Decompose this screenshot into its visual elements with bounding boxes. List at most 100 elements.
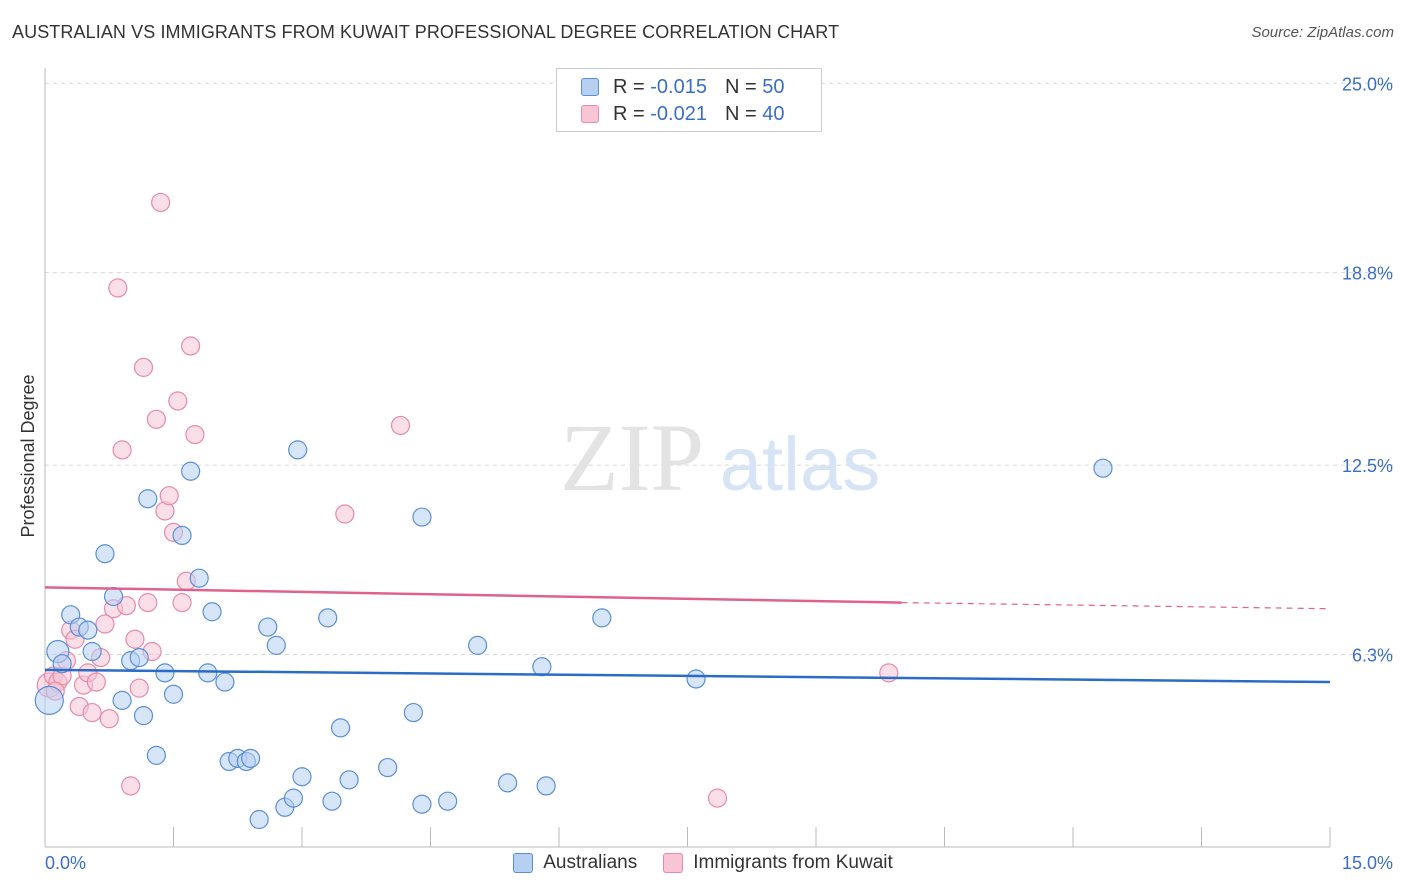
australian-point xyxy=(339,770,359,790)
australian-point xyxy=(378,757,398,778)
australian-point xyxy=(78,620,98,640)
chart-title: AUSTRALIAN VS IMMIGRANTS FROM KUWAIT PRO… xyxy=(12,22,840,42)
kuwait-point xyxy=(108,278,128,298)
kuwait-point xyxy=(390,415,411,436)
kuwait-point xyxy=(159,486,179,506)
australian-point xyxy=(592,608,612,628)
legend-row-australians: R = -0.015 N = 50 xyxy=(581,75,784,99)
kuwait-point xyxy=(129,678,149,698)
kuwait-point xyxy=(707,788,728,808)
kuwait-trend-extension xyxy=(901,602,1331,610)
kuwait-point xyxy=(172,593,192,613)
australian-point xyxy=(249,809,269,830)
kuwait-trend-line xyxy=(44,586,902,604)
australian-point xyxy=(468,635,488,655)
kuwait-point xyxy=(138,593,158,613)
kuwait-point xyxy=(82,702,102,723)
australian-point xyxy=(403,702,423,723)
kuwait-point xyxy=(879,663,899,683)
australian-point xyxy=(52,654,72,674)
australian-point xyxy=(241,748,261,769)
australian-point xyxy=(112,690,132,710)
australian-point xyxy=(189,568,209,588)
y-axis-label: Professional Degree xyxy=(18,374,38,537)
australian-point xyxy=(95,544,115,564)
australian-point xyxy=(330,718,351,738)
kuwait-point xyxy=(146,409,166,429)
legend-n-value: 40 xyxy=(762,102,785,125)
correlation-legend: R = -0.015 N = 50 R = -0.021 N = 40 xyxy=(556,68,822,132)
australian-point xyxy=(172,525,192,546)
kuwait-point xyxy=(168,391,188,411)
australian-point xyxy=(258,617,278,637)
series-australians-points xyxy=(34,440,1113,830)
y-tick-label: 25.0% xyxy=(1342,74,1393,94)
australians-trend-line xyxy=(44,668,1331,684)
australian-point xyxy=(155,663,175,683)
legend-label-kuwait: Immigrants from Kuwait xyxy=(693,852,893,873)
australian-point xyxy=(686,669,706,689)
kuwait-point xyxy=(99,709,119,729)
legend-row-kuwait: R = -0.021 N = 40 xyxy=(581,102,784,126)
legend-n-label: N = xyxy=(724,75,757,98)
australian-point xyxy=(146,745,166,765)
legend-n-value: 50 xyxy=(762,75,785,98)
legend-swatch-pink xyxy=(581,105,599,123)
legend-r-label: R = xyxy=(613,75,645,98)
legend-r-value: -0.021 xyxy=(650,102,707,125)
y-tick-label: 6.3% xyxy=(1352,646,1393,666)
australian-point xyxy=(283,788,304,808)
legend-item-australians[interactable]: Australians xyxy=(513,852,637,874)
australian-point xyxy=(288,440,308,460)
australian-point xyxy=(532,657,552,677)
kuwait-point xyxy=(151,192,171,213)
australian-point xyxy=(202,602,222,622)
watermark-atlas: atlas xyxy=(720,422,881,507)
australian-point xyxy=(266,635,286,655)
australian-point xyxy=(318,608,338,628)
kuwait-point xyxy=(133,357,154,377)
legend-swatch-blue xyxy=(581,78,599,96)
legend-label-australians: Australians xyxy=(543,852,638,873)
kuwait-point xyxy=(185,424,205,445)
trend-lines xyxy=(44,586,1331,684)
australian-point xyxy=(412,794,432,814)
australian-point xyxy=(129,647,149,668)
australian-point xyxy=(181,461,201,481)
australian-point xyxy=(412,507,432,527)
kuwait-point xyxy=(181,336,201,356)
kuwait-point xyxy=(86,672,107,692)
y-tick-label: 18.8% xyxy=(1342,264,1393,284)
kuwait-point xyxy=(95,614,115,634)
watermark: ZIP atlas xyxy=(560,404,880,511)
australian-point xyxy=(133,706,154,726)
australian-point xyxy=(198,663,218,683)
legend-r-label: R = xyxy=(613,102,645,125)
legend-r-value: -0.015 xyxy=(650,75,707,98)
source-label: Source: ZipAtlas.com xyxy=(1251,24,1394,41)
australian-point xyxy=(1093,458,1113,478)
australian-point xyxy=(498,773,518,793)
australian-point xyxy=(215,672,235,692)
australian-point xyxy=(292,767,312,787)
australian-point xyxy=(34,685,64,715)
kuwait-point xyxy=(125,629,145,649)
y-tick-label: 12.5% xyxy=(1342,456,1393,476)
australian-point xyxy=(138,489,158,509)
kuwait-point xyxy=(335,504,355,524)
legend-item-kuwait[interactable]: Immigrants from Kuwait xyxy=(663,852,893,874)
australian-point xyxy=(438,791,458,811)
axes xyxy=(44,68,1331,848)
grid-lines xyxy=(45,82,1395,656)
australian-point xyxy=(103,586,124,607)
kuwait-point xyxy=(112,440,132,460)
legend-n-label: N = xyxy=(724,102,757,125)
australian-point xyxy=(82,641,102,662)
kuwait-point xyxy=(121,776,141,796)
legend-swatch-blue xyxy=(513,853,534,873)
series-legend: Australians Immigrants from Kuwait xyxy=(0,852,1406,874)
watermark-zip: ZIP xyxy=(560,404,704,511)
legend-swatch-pink xyxy=(663,853,684,873)
x-tick-label: 0.0% xyxy=(45,853,86,873)
